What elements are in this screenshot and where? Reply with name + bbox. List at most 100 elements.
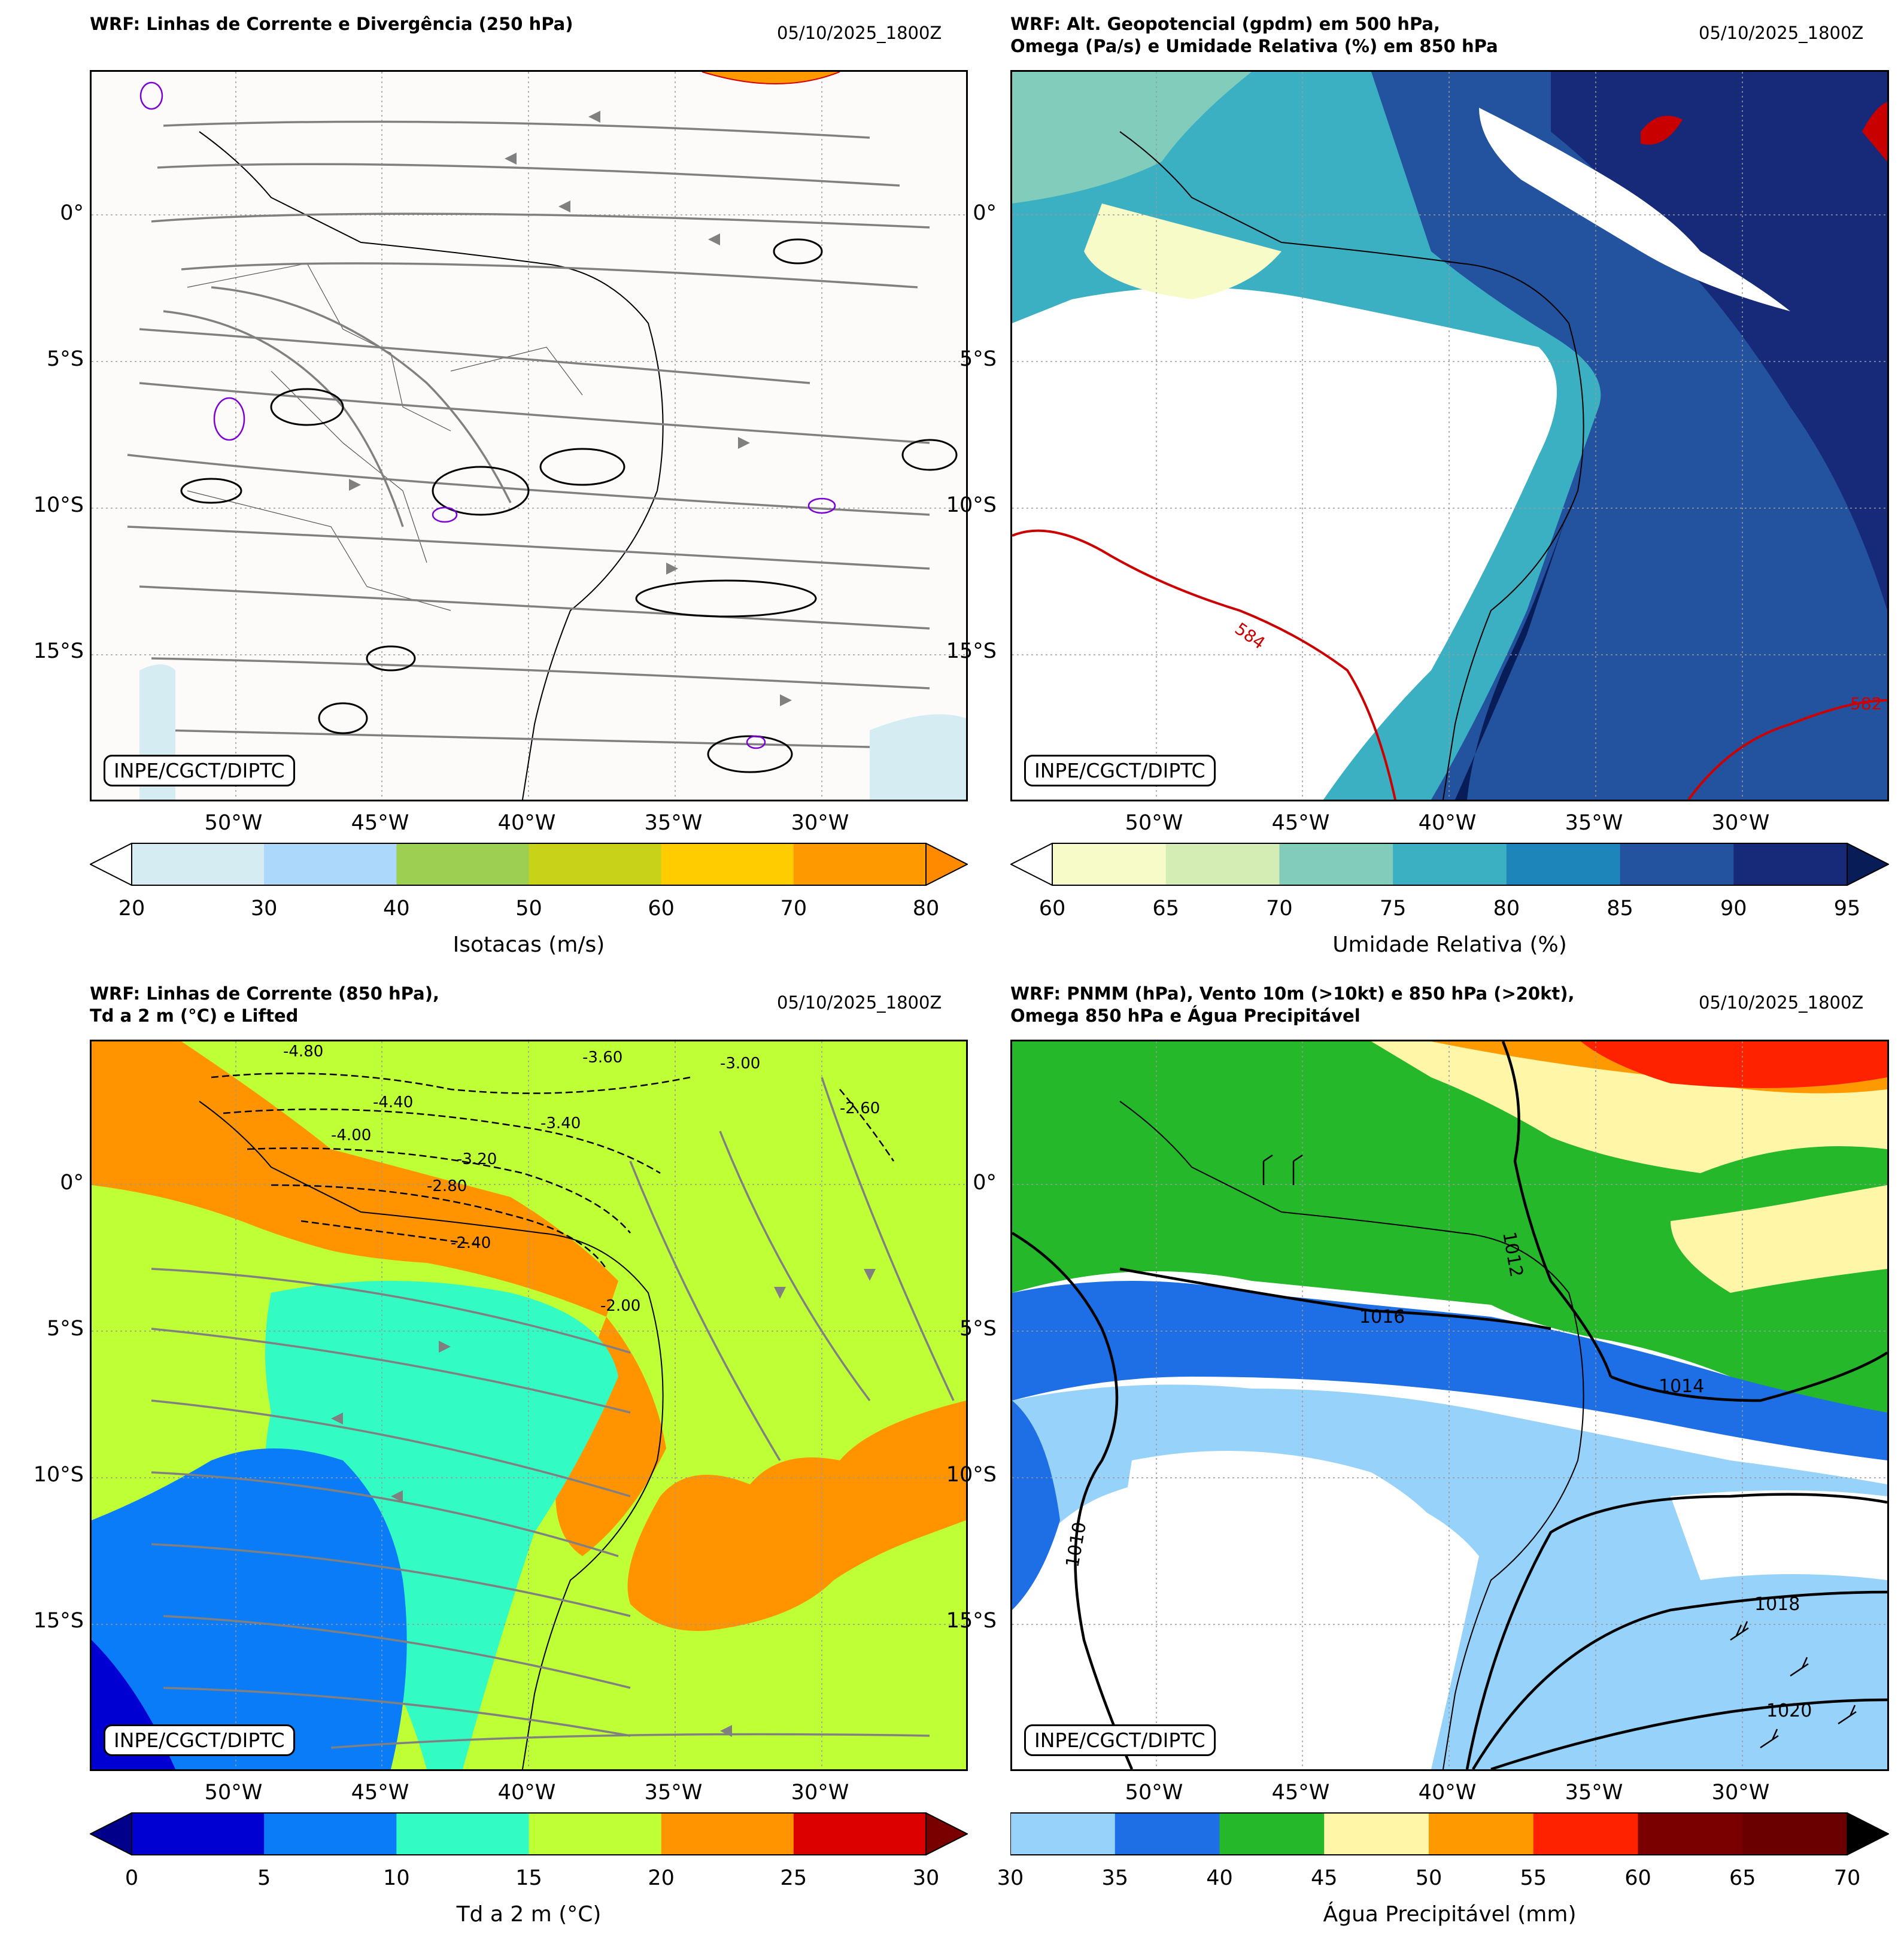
panel-date: 05/10/2025_1800Z <box>777 992 942 1013</box>
lat-label: 10°S <box>33 1463 84 1487</box>
lon-label: 45°W <box>1271 1781 1330 1805</box>
colorbar-over-arrow <box>1847 1812 1889 1855</box>
colorbar-tick: 80 <box>912 897 940 921</box>
colorbar-frame <box>1010 1812 1848 1855</box>
colorbar-tick: 15 <box>515 1866 542 1890</box>
colorbar-tick: 35 <box>1101 1866 1129 1890</box>
colorbar-tick: 70 <box>1266 897 1293 921</box>
colorbar-segment <box>264 1812 397 1855</box>
lon-label: 40°W <box>1418 811 1477 835</box>
contour-label: 1016 <box>1359 1307 1405 1328</box>
lon-label: 30°W <box>791 1781 849 1805</box>
contour-label: 584 <box>1231 619 1269 654</box>
colorbar-segment <box>1165 843 1280 886</box>
credit-label: INPE/CGCT/DIPTC <box>1024 1724 1216 1756</box>
lon-label: 30°W <box>1711 1781 1770 1805</box>
colorbar-svg <box>1010 1812 1889 1855</box>
colorbar-tick: 90 <box>1720 897 1747 921</box>
colorbar-frame <box>131 843 927 886</box>
contour-label: 1020 <box>1766 1700 1812 1721</box>
colorbar-svg <box>90 1812 968 1855</box>
lat-label: 15°S <box>33 1609 84 1633</box>
colorbar-segment <box>793 1812 927 1855</box>
colorbar-segment <box>1010 1812 1116 1855</box>
colorbar-tick: 60 <box>648 897 675 921</box>
colorbar-label: Água Precipitável (mm) <box>1323 1902 1577 1927</box>
lon-label: 30°W <box>791 811 849 835</box>
contour-label: -3.20 <box>457 1150 497 1168</box>
colorbar-segment <box>396 1812 529 1855</box>
contour-label: -2.60 <box>840 1099 880 1117</box>
colorbar-segment <box>1506 843 1621 886</box>
colorbar-tick: 65 <box>1152 897 1179 921</box>
colorbar-label: Umidade Relativa (%) <box>1332 933 1567 957</box>
colorbar-segment <box>1429 1812 1534 1855</box>
contour-label: -3.40 <box>540 1114 581 1132</box>
colorbar-tick: 70 <box>1833 1866 1861 1890</box>
map-area: 1010 1012 1014 1016 1018 1020 INPE/CGCT/… <box>1010 1040 1889 1771</box>
colorbar-tick: 70 <box>780 897 807 921</box>
colorbar-segment <box>1219 1812 1325 1855</box>
contour-label: 1018 <box>1754 1594 1800 1615</box>
colorbar-segment <box>1742 1812 1848 1855</box>
colorbar-tick: 10 <box>383 1866 410 1890</box>
panel-date: 05/10/2025_1800Z <box>1699 23 1864 43</box>
colorbar-segment <box>132 843 265 886</box>
contour-label: 582 <box>1850 694 1882 713</box>
lat-label: 0° <box>60 201 84 225</box>
lon-label: 30°W <box>1711 811 1770 835</box>
credit-label: INPE/CGCT/DIPTC <box>104 755 295 786</box>
precipitable-water-layer: 1010 1012 1014 1016 1018 1020 <box>1012 1041 1887 1769</box>
colorbar-segment <box>1733 843 1848 886</box>
contour-label: 1010 <box>1062 1520 1091 1569</box>
colorbar-segment <box>529 1812 662 1855</box>
colorbar-label: Td a 2 m (°C) <box>456 1902 602 1927</box>
contour-label: -4.00 <box>331 1126 371 1144</box>
panel-title: WRF: Linhas de Corrente e Divergência (2… <box>90 14 573 34</box>
lon-label: 35°W <box>644 1781 703 1805</box>
lon-label: 50°W <box>1125 811 1183 835</box>
colorbar-tick: 45 <box>1310 1866 1338 1890</box>
colorbar-tick: 0 <box>124 1866 139 1890</box>
colorbar-segment <box>132 1812 265 1855</box>
contour-label: -4.40 <box>373 1094 413 1111</box>
panel-date: 05/10/2025_1800Z <box>777 23 942 43</box>
colorbar-tick: 40 <box>383 897 410 921</box>
panel-title: WRF: Alt. Geopotencial (gpdm) em 500 hPa… <box>1010 14 1498 56</box>
contour-label: -3.00 <box>720 1055 760 1073</box>
contour-label: 1014 <box>1659 1376 1704 1397</box>
colorbar-over-arrow <box>925 843 968 886</box>
colorbar-segment <box>661 843 794 886</box>
map-area: INPE/CGCT/DIPTC <box>90 70 968 801</box>
panel-title: WRF: Linhas de Corrente (850 hPa), Td a … <box>90 983 439 1026</box>
colorbar-tick: 50 <box>515 897 542 921</box>
lat-label: 5°S <box>959 1317 997 1341</box>
colorbar-frame <box>131 1812 927 1855</box>
colorbar-tick: 85 <box>1607 897 1633 921</box>
colorbar-tick: 30 <box>250 897 278 921</box>
lat-label: 0° <box>973 1171 997 1195</box>
streamlines-layer <box>92 72 966 800</box>
lon-label: 45°W <box>351 1781 409 1805</box>
colorbar-segment <box>1324 1812 1429 1855</box>
colorbar-segment <box>529 843 662 886</box>
lat-label: 15°S <box>33 639 84 663</box>
colorbar-tick: 40 <box>1206 1866 1233 1890</box>
colorbar-segment <box>661 1812 794 1855</box>
panel-title: WRF: PNMM (hPa), Vento 10m (>10kt) e 850… <box>1010 983 1575 1026</box>
colorbar-segment <box>1638 1812 1743 1855</box>
lat-label: 5°S <box>47 1317 84 1341</box>
lon-label: 50°W <box>204 811 263 835</box>
contour-label: -2.40 <box>451 1234 491 1252</box>
colorbar-tick: 60 <box>1624 1866 1651 1890</box>
colorbar-over-arrow <box>1847 843 1889 886</box>
colorbar-svg <box>90 843 968 886</box>
colorbar-tick: 30 <box>912 1866 940 1890</box>
lat-label: 10°S <box>33 493 84 517</box>
colorbar-tick: 25 <box>780 1866 807 1890</box>
lon-label: 35°W <box>1565 811 1623 835</box>
lon-label: 40°W <box>1418 1781 1477 1805</box>
colorbar-tick: 65 <box>1729 1866 1756 1890</box>
dewpoint-layer: -4.80 -4.40 -4.00 -3.60 -3.40 -3.20 -3.0… <box>92 1041 966 1769</box>
colorbar-tick: 60 <box>1038 897 1066 921</box>
